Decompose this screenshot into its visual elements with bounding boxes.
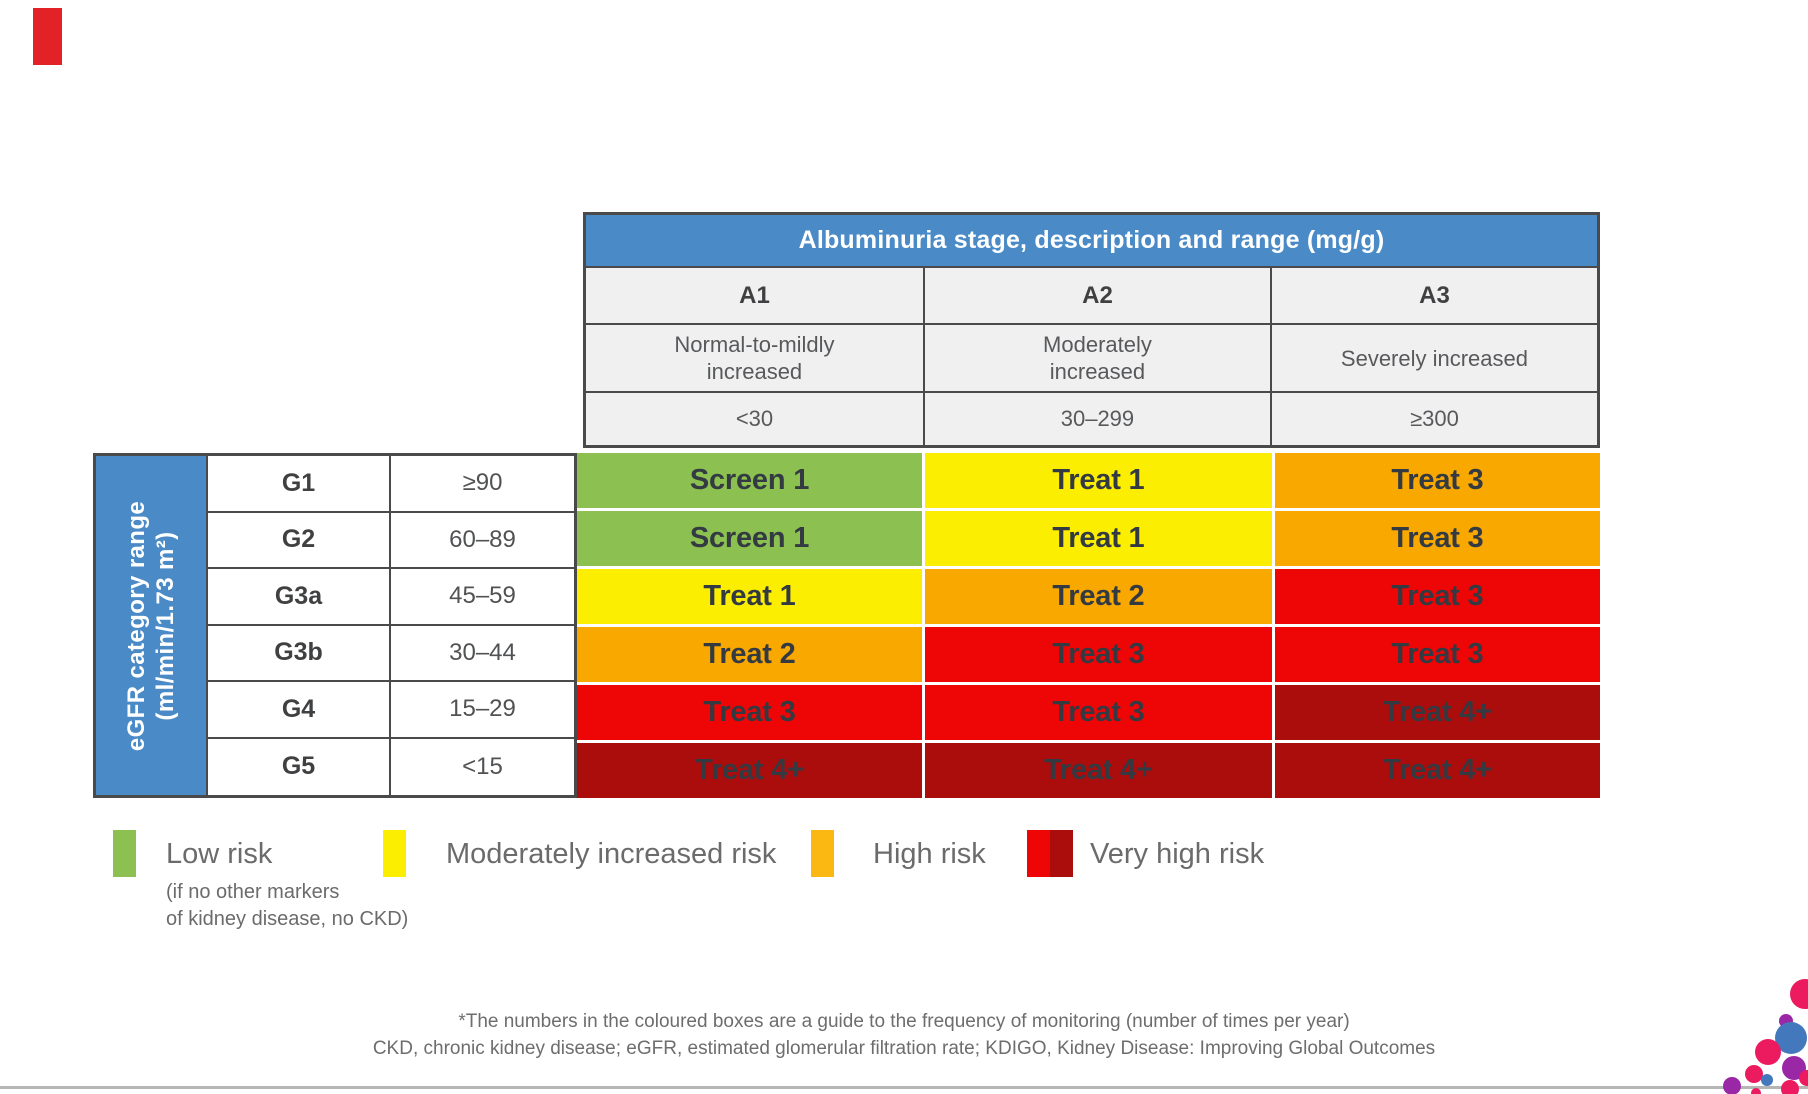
risk-cell-G3b-A3: Treat 3 bbox=[1274, 627, 1600, 682]
risk-cell-G1-A2: Treat 1 bbox=[924, 453, 1272, 508]
egfr-stage-G1: G1 bbox=[208, 456, 391, 513]
risk-cell-G4-A3: Treat 4+ bbox=[1274, 685, 1600, 740]
risk-cell-G3b-A2: Treat 3 bbox=[924, 627, 1272, 682]
bottom-rule bbox=[0, 1086, 1808, 1089]
egfr-range-G3b: 30–44 bbox=[391, 626, 574, 682]
logo-dot-9 bbox=[1781, 1080, 1799, 1094]
legend-label: Moderately increased risk bbox=[446, 838, 777, 870]
footnote-line2: CKD, chronic kidney disease; eGFR, estim… bbox=[372, 1038, 1436, 1059]
albuminuria-range-A3: ≥300 bbox=[1410, 406, 1459, 431]
risk-cell-G5-A3: Treat 4+ bbox=[1274, 743, 1600, 798]
risk-cell-G1-A3: Treat 3 bbox=[1274, 453, 1600, 508]
risk-cell-G2-A2: Treat 1 bbox=[924, 511, 1272, 566]
egfr-stage-G2: G2 bbox=[208, 512, 391, 569]
egfr-axis-label-line2: (ml/min/1.73 m²) bbox=[152, 530, 179, 721]
risk-cell-G2-A1: Screen 1 bbox=[577, 511, 922, 566]
legend-note-line: (if no other markers bbox=[166, 881, 340, 903]
risk-cell-G4-A2: Treat 3 bbox=[924, 685, 1272, 740]
legend-item-high-risk: High risk bbox=[811, 830, 986, 877]
legend-swatch-color bbox=[113, 830, 136, 877]
egfr-stage-G5: G5 bbox=[208, 738, 391, 795]
albuminuria-description-A2: Moderately increased bbox=[924, 325, 1272, 393]
albuminuria-title: Albuminuria stage, description and range… bbox=[586, 215, 1597, 268]
egfr-rows-grid: G1 ≥90 G2 60–89 G3a 45–59 G3b 30–44 G4 15–29 G5 <15 bbox=[208, 456, 574, 795]
legend-texts: High risk bbox=[873, 830, 986, 870]
albuminuria-id-A3: A3 bbox=[1271, 268, 1597, 325]
legend-note-line: of kidney disease, no CKD) bbox=[166, 908, 409, 930]
risk-cell-G3a-A3: Treat 3 bbox=[1274, 569, 1600, 624]
legend-item-very-high-risk: Very high risk bbox=[1027, 830, 1264, 877]
footnote-line1: *The numbers in the coloured boxes are a… bbox=[458, 1011, 1350, 1032]
egfr-range-G1: ≥90 bbox=[391, 456, 574, 513]
legend-swatch bbox=[383, 830, 429, 877]
logo-dot-5 bbox=[1799, 1070, 1808, 1086]
risk-cell-G5-A1: Treat 4+ bbox=[577, 743, 922, 798]
logo-dot-3 bbox=[1755, 1039, 1781, 1065]
legend-texts: Low risk (if no other markers of kidney di… bbox=[166, 830, 408, 933]
risk-cell-G1-A1: Screen 1 bbox=[577, 453, 922, 508]
egfr-range-G3a: 45–59 bbox=[391, 569, 574, 626]
legend-label: High risk bbox=[873, 838, 986, 870]
legend-label: Very high risk bbox=[1090, 838, 1265, 870]
albuminuria-id-A1: A1 bbox=[586, 268, 925, 325]
legend-swatch bbox=[113, 830, 159, 877]
logo-dot-0 bbox=[1790, 979, 1808, 1009]
egfr-range-G4: 15–29 bbox=[391, 682, 574, 739]
logo-dot-8 bbox=[1723, 1077, 1741, 1094]
egfr-table: eGFR category range (ml/min/1.73 m²) G1 ≥… bbox=[93, 453, 577, 798]
red-accent-bar bbox=[33, 8, 62, 65]
egfr-stage-G4: G4 bbox=[208, 682, 391, 739]
albuminuria-description-A1: Normal-to-mildly increased bbox=[586, 325, 925, 393]
albuminuria-range-A2: 30–299 bbox=[925, 393, 1272, 445]
legend-label: Low risk bbox=[166, 838, 273, 870]
logo-dot-6 bbox=[1745, 1065, 1763, 1083]
risk-cell-G4-A1: Treat 3 bbox=[577, 685, 922, 740]
desc-text-A1: Normal-to-mildly increased bbox=[674, 332, 835, 384]
albuminuria-id-A2: A2 bbox=[924, 268, 1272, 325]
risk-cell-G5-A2: Treat 4+ bbox=[924, 743, 1272, 798]
risk-cell-G2-A3: Treat 3 bbox=[1274, 511, 1600, 566]
risk-cell-G3a-A1: Treat 1 bbox=[577, 569, 922, 624]
albuminuria-range-A1: <30 bbox=[586, 393, 925, 445]
albuminuria-description-A3: Severely increased bbox=[1271, 325, 1597, 393]
legend-swatch-color bbox=[811, 830, 834, 877]
footnote: *The numbers in the coloured boxes are a… bbox=[304, 1008, 1504, 1062]
legend-swatch-color bbox=[383, 830, 406, 877]
logo-dot-10 bbox=[1751, 1088, 1761, 1094]
legend-note: (if no other markers of kidney disease, n… bbox=[166, 879, 408, 933]
legend-texts: Moderately increased risk bbox=[446, 830, 776, 870]
risk-matrix: Screen 1 Treat 1 Treat 3 Screen 1 Treat 1 Tre… bbox=[577, 453, 1600, 798]
egfr-range-G2: 60–89 bbox=[391, 513, 574, 569]
albuminuria-header-grid: A1 A2 A3 Normal-to-mildly increased Moderate… bbox=[586, 268, 1597, 445]
egfr-axis-label-line1: eGFR category range bbox=[123, 500, 150, 751]
desc-text-A2: Moderately increased bbox=[1043, 332, 1152, 384]
egfr-range-G5: <15 bbox=[462, 752, 503, 780]
egfr-stage-G3b: G3b bbox=[208, 625, 391, 682]
legend-item-moderately-increased-risk: Moderately increased risk bbox=[383, 830, 776, 877]
legend-swatch-color bbox=[1050, 830, 1073, 877]
logo-dot-7 bbox=[1761, 1074, 1773, 1086]
desc-text-A3: Severely increased bbox=[1340, 345, 1529, 371]
egfr-axis-header: eGFR category range (ml/min/1.73 m²) bbox=[96, 456, 208, 795]
legend-item-low-risk: Low risk (if no other markers of kidney di… bbox=[113, 830, 408, 933]
egfr-stage-G3a: G3a bbox=[208, 569, 391, 626]
legend-texts: Very high risk bbox=[1090, 830, 1264, 870]
legend-swatch-color bbox=[1027, 830, 1050, 877]
risk-cell-G3a-A2: Treat 2 bbox=[924, 569, 1272, 624]
legend-swatch bbox=[1027, 830, 1073, 877]
albuminuria-header-table: Albuminuria stage, description and range… bbox=[583, 212, 1600, 448]
egfr-axis-label: eGFR category range (ml/min/1.73 m²) bbox=[122, 453, 180, 798]
risk-cell-G3b-A1: Treat 2 bbox=[577, 627, 922, 682]
legend-swatch bbox=[811, 830, 857, 877]
